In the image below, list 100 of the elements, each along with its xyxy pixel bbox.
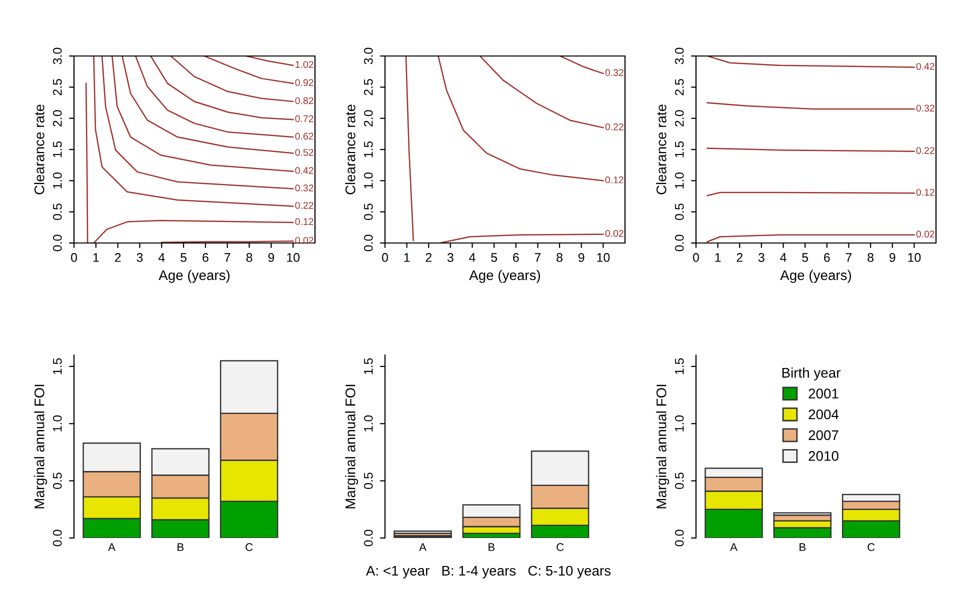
series-label: 0.42 (295, 167, 314, 174)
x-tick-label: 9 (889, 253, 896, 262)
legend-title: Birth year (782, 368, 840, 380)
y-tick-label: 3.0 (674, 48, 684, 64)
x-tick-label: 6 (202, 253, 208, 262)
x-tick-label: 5 (491, 253, 498, 262)
y-tick-label: 0.5 (52, 204, 62, 220)
y-tick-label: 0.5 (674, 204, 684, 220)
series-label: 0.72 (295, 115, 314, 122)
x-tick-label: 3 (136, 253, 143, 262)
series-label: 0.92 (295, 79, 314, 86)
x-tick-label: 8 (246, 253, 252, 262)
text: A: <1 year B: 1-4 years C: 5-10 years (366, 566, 611, 578)
y-tick-label: 1.0 (364, 415, 373, 432)
x-tick-label: 2 (426, 253, 432, 262)
y-tick-label: 1.5 (364, 141, 373, 158)
x-tick-label: 0 (382, 253, 388, 262)
x-tick-label: 5 (180, 253, 186, 262)
y-axis-title: Marginal annual FOI (345, 384, 358, 508)
y-tick-label: 2.5 (674, 79, 684, 96)
series-label: 0.02 (916, 230, 934, 238)
x-tick-label: 4 (469, 253, 476, 262)
y-tick-label: 1.5 (53, 141, 62, 158)
series-label: 0.02 (605, 230, 624, 237)
y-tick-label: 1.5 (53, 358, 62, 374)
y-tick-label: 2.0 (674, 110, 684, 126)
series-label: 0.32 (295, 184, 314, 192)
x-axis-title: Age (years) (469, 270, 540, 283)
x-tick-label: 9 (268, 253, 274, 262)
x-tick-label: 4 (158, 253, 165, 262)
y-tick-label: 3.0 (364, 48, 373, 64)
series-label: 0.12 (916, 188, 934, 196)
y-tick-label: 2.0 (52, 110, 62, 126)
x-tick-label: 4 (780, 253, 786, 262)
x-tick-label: A (730, 543, 738, 551)
x-tick-label: 0 (693, 253, 699, 262)
x-tick-label: 2 (114, 253, 121, 262)
x-tick-label: B (178, 543, 184, 551)
y-tick-label: 1.0 (52, 415, 62, 432)
y-tick-label: 2.5 (364, 79, 373, 96)
x-tick-label: 8 (556, 253, 562, 262)
x-tick-label: C (556, 543, 564, 552)
y-tick-label: 2.5 (52, 79, 62, 96)
series-label: 0.32 (916, 104, 934, 112)
y-tick-label: 0.5 (674, 472, 684, 490)
x-tick-label: 10 (287, 253, 300, 262)
legend-label: 2001 (808, 388, 838, 398)
x-tick-label: A (419, 543, 426, 551)
x-tick-label: A (108, 543, 116, 551)
x-tick-label: 8 (868, 253, 874, 262)
y-tick-label: 0.0 (52, 530, 62, 546)
series-label: 0.82 (295, 97, 314, 104)
x-tick-label: 2 (736, 253, 742, 262)
y-tick-label: 3.0 (52, 48, 62, 64)
y-tick-label: 1.5 (675, 141, 684, 158)
y-axis-title: Clearance rate (656, 104, 666, 194)
x-tick-label: 7 (224, 253, 230, 262)
y-axis-title: Marginal annual FOI (656, 384, 670, 508)
series-label: 0.62 (295, 132, 314, 140)
series-label: 0.22 (916, 147, 934, 154)
x-tick-label: 3 (758, 253, 764, 262)
y-tick-label: 1.0 (674, 415, 684, 432)
x-tick-label: 1 (404, 253, 410, 262)
x-tick-label: 9 (578, 253, 584, 262)
x-tick-label: 7 (534, 253, 541, 262)
x-tick-label: C (246, 543, 253, 552)
y-tick-label: 0.0 (52, 234, 62, 252)
x-axis-title: Age (years) (158, 270, 230, 283)
y-tick-label: 0.0 (364, 234, 373, 252)
x-tick-label: 10 (908, 253, 921, 262)
x-tick-label: 6 (824, 253, 830, 262)
x-tick-label: 5 (802, 253, 808, 262)
x-tick-label: C (868, 543, 875, 552)
y-tick-label: 0.0 (674, 234, 684, 252)
series-label: 1.02 (296, 61, 314, 68)
legend-label: 2004 (808, 409, 839, 420)
x-tick-label: 1 (715, 253, 721, 262)
series-label: 0.02 (295, 236, 314, 244)
x-tick-label: B (800, 543, 806, 551)
x-axis-title: Age (years) (780, 270, 852, 283)
series-label: 0.22 (605, 123, 624, 130)
y-tick-label: 1.0 (674, 172, 684, 188)
series-label: 0.12 (605, 176, 624, 184)
y-tick-label: 2.0 (364, 110, 373, 126)
legend-label: 2007 (808, 430, 838, 440)
x-tick-label: 0 (71, 253, 77, 262)
series-label: 0.22 (295, 202, 314, 209)
y-tick-label: 0.5 (52, 472, 62, 490)
y-axis-title: Clearance rate (34, 104, 44, 194)
x-tick-label: 3 (447, 253, 454, 262)
y-tick-label: 1.0 (52, 172, 62, 188)
series-label: 0.52 (295, 148, 314, 156)
y-tick-label: 0.0 (674, 530, 684, 546)
y-tick-label: 0.5 (364, 472, 373, 490)
series-label: 0.42 (916, 62, 934, 70)
y-tick-label: 0.0 (364, 530, 373, 546)
y-tick-label: 1.0 (364, 172, 373, 188)
y-tick-label: 1.5 (675, 358, 684, 374)
series-label: 0.32 (605, 69, 624, 76)
y-axis-title: Clearance rate (345, 104, 356, 194)
